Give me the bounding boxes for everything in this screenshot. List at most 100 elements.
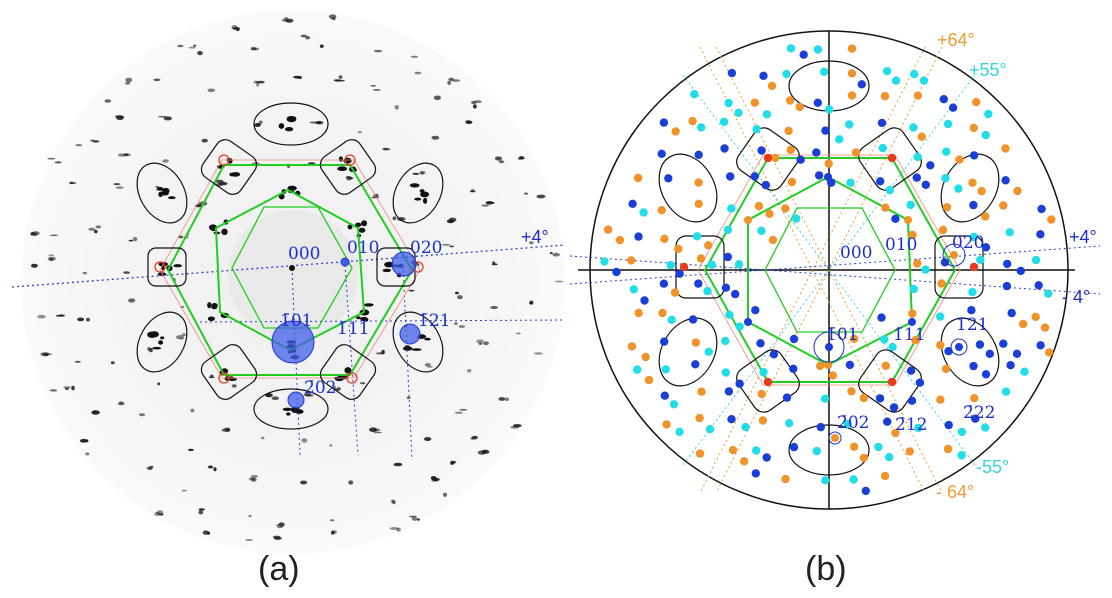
- label-a-1bar21: 1̄21: [418, 311, 450, 331]
- spot: [721, 368, 730, 377]
- label-b-1bar11: 1̄11: [893, 325, 925, 345]
- spot: [734, 108, 743, 118]
- speckle: [373, 428, 381, 432]
- spot: [644, 375, 654, 385]
- spot: [907, 396, 917, 405]
- spot: [704, 347, 713, 356]
- spot: [661, 365, 670, 374]
- speckle: [188, 448, 194, 452]
- speckle: [528, 241, 534, 245]
- spot: [1012, 349, 1022, 358]
- spot: [782, 393, 792, 402]
- spot: [728, 445, 738, 455]
- speckle: [48, 254, 55, 256]
- cluster-speckle: [420, 191, 430, 198]
- spot: [877, 313, 886, 322]
- spot: [937, 279, 946, 288]
- speckle: [390, 499, 395, 504]
- speckle: [110, 361, 115, 365]
- spot: [875, 394, 885, 403]
- cluster-outline-top: [253, 102, 329, 146]
- spot: [600, 257, 609, 266]
- spot: [851, 148, 861, 157]
- speckle: [431, 135, 440, 140]
- spot: [977, 186, 986, 196]
- speckle: [260, 436, 265, 440]
- spot: [968, 178, 977, 187]
- spot: [757, 389, 766, 399]
- label-plus64: +64°: [937, 30, 975, 50]
- spot: [671, 127, 680, 136]
- speckle: [128, 298, 136, 303]
- spot: [640, 296, 649, 305]
- spot: [759, 367, 768, 377]
- speckle: [350, 177, 354, 180]
- spot: [999, 339, 1008, 348]
- speckle: [94, 229, 98, 234]
- speckle: [490, 306, 499, 309]
- spot: [885, 452, 894, 462]
- spot: [765, 209, 774, 218]
- caption-b: (b): [805, 550, 847, 588]
- spot: [969, 361, 978, 371]
- speckle: [370, 85, 377, 87]
- speckle: [115, 186, 124, 190]
- spot: [721, 336, 730, 346]
- speckle: [372, 89, 381, 91]
- speckle: [465, 120, 473, 125]
- speckle: [411, 516, 418, 521]
- speckle: [443, 492, 447, 497]
- outer-red-hexagon: [159, 159, 421, 379]
- spot: [771, 153, 780, 163]
- spot: [944, 420, 953, 430]
- spot: [658, 308, 667, 318]
- spot: [908, 309, 917, 318]
- speckle: [416, 518, 420, 521]
- label-b-2bar02: 2̄02: [837, 413, 869, 433]
- speckle: [91, 410, 100, 415]
- cluster-speckle: [356, 316, 361, 320]
- spot: [981, 370, 991, 379]
- spot: [688, 315, 698, 324]
- spot: [789, 334, 799, 344]
- label-b-1bar21: 1̄21: [956, 315, 988, 335]
- speckle: [47, 157, 56, 160]
- spot: [845, 120, 854, 129]
- speckle: [447, 80, 452, 86]
- speckle: [423, 437, 432, 441]
- spot: [849, 475, 858, 484]
- speckle: [393, 462, 403, 467]
- speckle: [124, 81, 131, 85]
- speckle: [300, 480, 308, 485]
- spot: [954, 184, 963, 193]
- cluster-outline-lower-right: [392, 311, 444, 373]
- spot: [1003, 259, 1012, 269]
- speckle: [336, 79, 345, 82]
- spot: [703, 286, 712, 296]
- spot: [691, 338, 701, 347]
- speckle: [408, 289, 415, 292]
- speckle: [474, 435, 478, 438]
- speckle: [256, 80, 265, 84]
- spot: [883, 417, 892, 426]
- spot: [727, 204, 736, 213]
- spot: [926, 161, 935, 170]
- speckle: [123, 271, 130, 274]
- cluster-speckle: [409, 183, 420, 188]
- spot: [782, 69, 791, 79]
- spot: [957, 451, 966, 460]
- label-minus4: - 4°: [1062, 287, 1090, 307]
- speckle: [157, 115, 167, 118]
- speckle: [77, 317, 85, 322]
- spot: [941, 364, 951, 374]
- speckle: [498, 160, 505, 164]
- spot: [971, 414, 980, 423]
- spot: [785, 419, 794, 428]
- spot: [664, 174, 673, 183]
- cluster-speckle: [285, 127, 294, 132]
- spot: [831, 434, 839, 442]
- speckle: [481, 449, 489, 454]
- spot: [674, 244, 683, 254]
- label-b-2bar12: 2̄12: [895, 415, 927, 435]
- label-a-1bar11: 1̄11: [337, 319, 369, 339]
